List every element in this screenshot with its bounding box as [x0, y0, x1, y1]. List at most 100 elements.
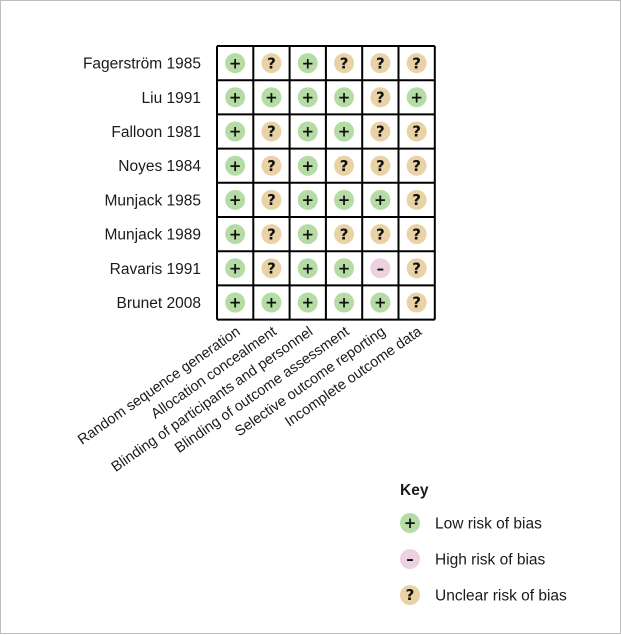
low-risk-symbol: + — [301, 294, 314, 312]
cell-1-3: + — [297, 53, 318, 74]
unclear-risk-symbol: ? — [412, 260, 421, 278]
low-risk-circle — [297, 258, 318, 279]
low-risk-circle — [370, 189, 391, 210]
cell-7-5: – — [370, 258, 391, 279]
low-risk-circle — [297, 224, 318, 245]
unclear-risk-symbol: ? — [412, 157, 421, 175]
legend-item-low: + Low risk of bias — [400, 513, 542, 533]
low-risk-circle — [225, 155, 246, 176]
cell-3-3: + — [297, 121, 318, 142]
unclear-risk-legend-symbol: ? — [406, 586, 415, 604]
study-labels: Fagerström 1985 Liu 1991 Falloon 1981 Noyes… — [83, 56, 201, 312]
study-label: Ravaris 1991 — [110, 261, 201, 278]
low-risk-symbol: + — [374, 191, 387, 209]
cell-6-1: + — [225, 224, 246, 245]
legend-item-high: – High risk of bias — [400, 549, 546, 569]
cell-3-4: + — [334, 121, 355, 142]
cell-7-2: ? — [261, 258, 282, 279]
low-risk-circle — [297, 121, 318, 142]
low-risk-circle — [261, 292, 282, 313]
legend-item-unclear: ? Unclear risk of bias — [400, 585, 567, 605]
cell-2-4: + — [334, 87, 355, 108]
high-risk-circle — [370, 258, 391, 279]
grid-cells: +? +?? ? + + + +? + +? + +? ? +? +?? ? +? + + + ? +? +?? ? +? + +… — [225, 53, 427, 313]
cell-8-1: + — [225, 292, 246, 313]
cell-4-5: ? — [370, 155, 391, 176]
study-label: Falloon 1981 — [111, 124, 201, 141]
legend-label: Unclear risk of bias — [435, 588, 567, 605]
cell-8-2: + — [261, 292, 282, 313]
unclear-risk-circle — [406, 224, 427, 245]
low-risk-symbol: + — [229, 157, 242, 175]
unclear-risk-circle — [406, 53, 427, 74]
unclear-risk-circle — [406, 292, 427, 313]
cell-2-3: + — [297, 87, 318, 108]
cell-4-2: ? — [261, 155, 282, 176]
unclear-risk-symbol: ? — [412, 225, 421, 243]
cell-2-6: + — [406, 87, 427, 108]
cell-2-2: + — [261, 87, 282, 108]
unclear-risk-legend-circle — [400, 585, 420, 605]
cell-6-4: ? — [334, 224, 355, 245]
low-risk-circle — [334, 189, 355, 210]
cell-1-5: ? — [370, 53, 391, 74]
unclear-risk-symbol: ? — [376, 54, 385, 72]
unclear-risk-circle — [261, 258, 282, 279]
cell-7-1: + — [225, 258, 246, 279]
study-label: Munjack 1989 — [104, 227, 201, 244]
low-risk-circle — [225, 53, 246, 74]
low-risk-circle — [334, 87, 355, 108]
cell-2-1: + — [225, 87, 246, 108]
high-risk-legend-symbol: – — [406, 550, 414, 568]
unclear-risk-symbol: ? — [340, 54, 349, 72]
cell-7-3: + — [297, 258, 318, 279]
cell-7-4: + — [334, 258, 355, 279]
low-risk-circle — [225, 224, 246, 245]
low-risk-symbol: + — [265, 294, 278, 312]
low-risk-symbol: + — [338, 123, 351, 141]
unclear-risk-symbol: ? — [267, 54, 276, 72]
study-label: Munjack 1985 — [104, 192, 201, 209]
low-risk-symbol: + — [229, 123, 242, 141]
cell-4-4: ? — [334, 155, 355, 176]
cell-4-3: + — [297, 155, 318, 176]
cell-3-5: ? — [370, 121, 391, 142]
unclear-risk-circle — [261, 53, 282, 74]
unclear-risk-circle — [334, 224, 355, 245]
unclear-risk-symbol: ? — [376, 123, 385, 141]
unclear-risk-symbol: ? — [376, 89, 385, 107]
unclear-risk-symbol: ? — [267, 260, 276, 278]
unclear-risk-symbol: ? — [412, 294, 421, 312]
low-risk-circle — [225, 292, 246, 313]
cell-6-6: ? — [406, 224, 427, 245]
low-risk-symbol: + — [229, 260, 242, 278]
unclear-risk-circle — [261, 121, 282, 142]
cell-6-5: ? — [370, 224, 391, 245]
low-risk-symbol: + — [265, 89, 278, 107]
unclear-risk-circle — [370, 155, 391, 176]
cell-6-2: ? — [261, 224, 282, 245]
cell-3-1: + — [225, 121, 246, 142]
study-label: Fagerström 1985 — [83, 56, 201, 73]
unclear-risk-circle — [370, 87, 391, 108]
cell-3-2: ? — [261, 121, 282, 142]
low-risk-circle — [334, 258, 355, 279]
low-risk-symbol: + — [301, 191, 314, 209]
low-risk-circle — [406, 87, 427, 108]
unclear-risk-circle — [334, 155, 355, 176]
legend-label: Low risk of bias — [435, 516, 542, 533]
cell-8-6: ? — [406, 292, 427, 313]
unclear-risk-circle — [334, 53, 355, 74]
low-risk-circle — [297, 189, 318, 210]
low-risk-symbol: + — [338, 89, 351, 107]
cell-8-4: + — [334, 292, 355, 313]
study-label: Brunet 2008 — [117, 295, 201, 312]
cell-5-6: ? — [406, 189, 427, 210]
low-risk-symbol: + — [229, 54, 242, 72]
unclear-risk-symbol: ? — [412, 54, 421, 72]
high-risk-symbol: – — [377, 260, 385, 278]
grid-lines — [216, 45, 436, 321]
low-risk-symbol: + — [338, 260, 351, 278]
